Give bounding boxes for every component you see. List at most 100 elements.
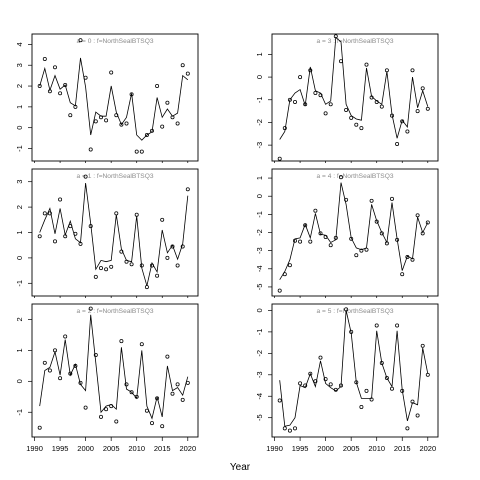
panel-1: a = 3 : f=NorthSealBTSQ3 -3 -2 -1 0 1	[255, 33, 439, 163]
data-point	[47, 368, 52, 373]
data-point	[395, 237, 400, 242]
data-point	[349, 236, 354, 241]
data-point	[37, 234, 42, 239]
data-point	[42, 57, 47, 61]
fitted-line	[39, 57, 189, 141]
data-point	[109, 70, 114, 75]
y-tick-label: 1	[15, 348, 24, 352]
y-tick-label: -1	[15, 145, 24, 152]
data-point	[68, 371, 73, 376]
data-point	[277, 398, 282, 403]
data-point	[323, 235, 328, 239]
data-point	[323, 111, 328, 116]
data-point	[318, 355, 323, 360]
y-tick-label: 0	[255, 308, 264, 312]
data-point	[93, 353, 98, 357]
plot-frame	[31, 33, 199, 162]
data-point	[379, 361, 384, 365]
panel-title: a = 3 : f=NorthSealBTSQ3	[317, 38, 394, 45]
y-tick-label: -3	[255, 247, 264, 254]
data-point	[119, 122, 124, 127]
data-point	[287, 263, 292, 268]
data-point	[175, 263, 180, 268]
data-point	[68, 224, 73, 229]
data-point	[150, 263, 154, 268]
data-point	[93, 119, 98, 124]
x-tick-label: 2015	[394, 444, 411, 453]
data-point	[287, 428, 292, 433]
fitted-line	[39, 182, 189, 286]
x-tick-label: 1995	[52, 444, 69, 453]
data-point	[405, 426, 410, 431]
data-point	[37, 84, 42, 88]
data-point	[298, 75, 303, 80]
data-point	[354, 253, 359, 258]
data-point	[415, 213, 420, 218]
y-tick-label: -2	[255, 119, 264, 126]
data-point	[379, 104, 384, 109]
y-tick-label: -1	[15, 409, 24, 416]
data-point	[405, 129, 410, 134]
data-point	[170, 244, 175, 249]
data-point	[323, 377, 328, 382]
data-point	[333, 34, 338, 39]
data-point	[277, 288, 282, 293]
plot-frame	[31, 168, 199, 297]
data-point	[333, 387, 338, 392]
data-point	[420, 231, 425, 236]
data-point	[37, 425, 42, 430]
data-point	[400, 388, 405, 393]
data-point	[78, 241, 83, 246]
data-point	[384, 376, 389, 380]
data-point	[379, 231, 384, 236]
data-point	[364, 62, 369, 67]
data-point	[42, 360, 47, 365]
data-point	[53, 239, 57, 244]
data-point	[73, 231, 78, 236]
data-point	[160, 124, 165, 129]
x-tick-label: 2020	[419, 444, 436, 453]
data-point	[150, 128, 154, 133]
y-tick-label: -1	[255, 96, 264, 103]
data-point	[395, 323, 400, 328]
data-point	[63, 334, 68, 339]
data-point	[58, 197, 63, 202]
y-tick-label: -1	[255, 211, 264, 218]
data-point	[185, 71, 190, 76]
data-point	[114, 419, 119, 424]
y-tick-label: 1	[15, 230, 24, 234]
data-point	[139, 342, 144, 347]
x-tick-label: 1995	[292, 444, 309, 453]
data-point	[83, 174, 88, 179]
data-point	[165, 100, 170, 105]
plot-frame	[31, 303, 199, 438]
data-point	[53, 348, 57, 353]
fitted-line	[39, 314, 189, 420]
data-point	[374, 100, 379, 104]
data-point	[308, 68, 313, 73]
data-point	[328, 243, 333, 248]
data-point	[313, 379, 318, 384]
x-tick-label: 1990	[26, 444, 43, 453]
data-point	[53, 65, 57, 70]
data-point	[410, 68, 415, 73]
data-point	[293, 238, 297, 243]
x-tick-label: 2010	[368, 444, 385, 453]
data-point	[58, 91, 63, 96]
data-point	[47, 89, 52, 94]
data-point	[144, 285, 149, 290]
data-point	[139, 263, 144, 268]
panel-title: a = 5 : f=NorthSealBTSQ3	[317, 308, 394, 315]
data-point	[339, 383, 343, 388]
y-tick-label: -5	[255, 414, 264, 421]
data-point	[170, 115, 175, 120]
data-point	[180, 397, 185, 402]
data-point	[390, 113, 394, 118]
data-point	[42, 211, 47, 216]
data-point	[364, 247, 369, 252]
data-point	[298, 239, 303, 244]
fitted-line	[279, 310, 429, 427]
data-point	[313, 208, 318, 213]
data-point	[349, 329, 354, 334]
data-point	[144, 408, 149, 413]
